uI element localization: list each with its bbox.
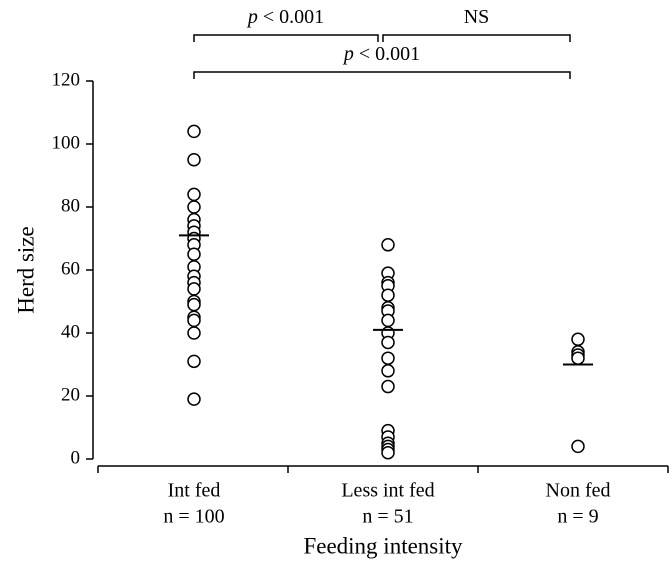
point (381, 364, 395, 378)
sample-size: n = 9 (557, 506, 598, 528)
bracket-label: NS (464, 6, 490, 28)
point (571, 439, 585, 454)
point (571, 332, 585, 347)
bracket-text: NS (464, 6, 490, 28)
y-tick-label: 60 (61, 258, 80, 279)
point (187, 153, 201, 167)
point (187, 297, 201, 312)
point (571, 351, 585, 365)
y-axis-title: Herd size (13, 226, 38, 314)
point (187, 187, 201, 202)
x-tick-label: Non fed (546, 480, 611, 502)
point (381, 379, 395, 394)
point (187, 392, 201, 406)
bracket (382, 34, 571, 42)
point (381, 288, 395, 302)
bracket-text: < 0.001 (354, 43, 420, 65)
bracket (193, 34, 379, 42)
bracket-label: p < 0.001 (342, 43, 420, 65)
y-tick-label: 100 (52, 132, 81, 153)
bracket (193, 71, 571, 79)
point (187, 282, 201, 296)
sample-size: n = 51 (362, 506, 413, 528)
p-symbol: p (342, 43, 354, 65)
sample-size: n = 100 (163, 506, 224, 528)
y-tick-label: 40 (61, 321, 80, 342)
point (381, 351, 395, 365)
bracket-text: < 0.001 (258, 6, 324, 28)
point (381, 445, 395, 460)
point (187, 124, 201, 139)
x-axis-title: Feeding intensity (303, 533, 463, 558)
y-tick-label: 0 (71, 447, 81, 468)
bracket-label: p < 0.001 (246, 6, 324, 28)
y-tick-label: 120 (52, 69, 81, 90)
y-tick-label: 20 (61, 384, 80, 405)
point (187, 247, 201, 261)
x-axis-ticks (97, 466, 669, 473)
point (381, 313, 395, 328)
y-tick-label: 80 (61, 195, 80, 216)
x-tick-label: Int fed (168, 480, 221, 502)
point (187, 354, 201, 369)
point (187, 326, 201, 340)
point (187, 313, 201, 328)
point (187, 200, 201, 214)
point (381, 238, 395, 252)
p-symbol: p (246, 6, 258, 28)
point (381, 335, 395, 350)
x-tick-label: Less int fed (341, 480, 434, 502)
